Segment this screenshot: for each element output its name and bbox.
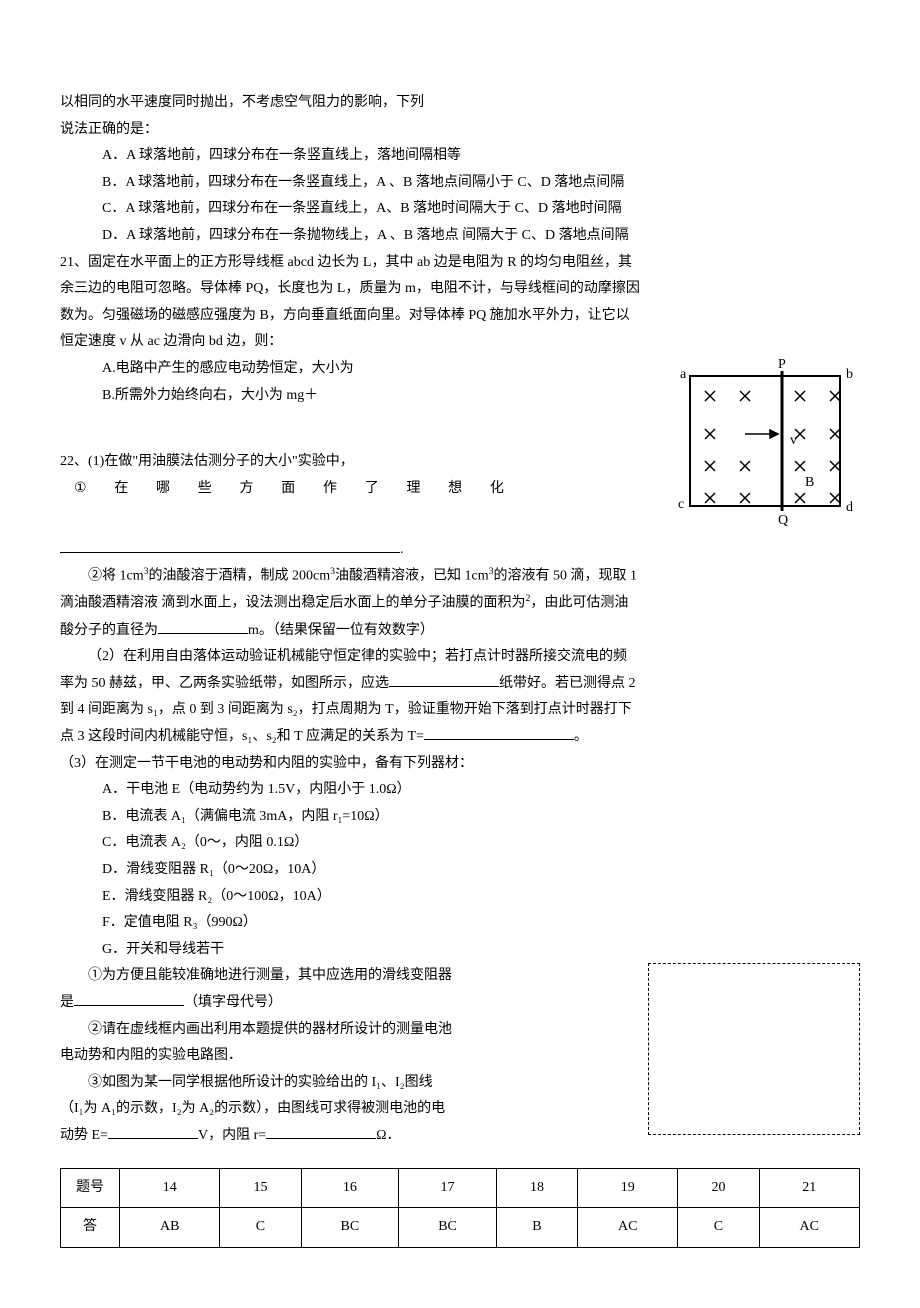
table-row: 答 AB C BC BC B AC C AC — [61, 1208, 860, 1248]
th-col: 21 — [759, 1168, 859, 1208]
blank-field[interactable] — [424, 725, 574, 740]
td-ans: AC — [578, 1208, 678, 1248]
fig-label-v: v — [790, 433, 797, 448]
fig-label-c: c — [678, 497, 684, 512]
fig-label-bfield: B — [805, 475, 814, 490]
q22-p1-2: ②将 1cm3的油酸溶于酒精，制成 200cm3油酸酒精溶液，已知 1cm3的溶… — [60, 563, 860, 590]
th-col: 16 — [301, 1168, 399, 1208]
option-a: A．A 球落地前，四球分布在一条竖直线上，落地间隔相等 — [60, 143, 860, 170]
th-col: 15 — [220, 1168, 301, 1208]
q22-p2-3: 到 4 间距离为 s₁，点 0 到 3 间距离为 s₂，打点周期为 T，验证重物… — [60, 697, 860, 724]
q22-p1-3: 滴油酸酒精溶液 滴到水面上，设法测出稳定后水面上的单分子油膜的面积为2，由此可估… — [60, 590, 860, 617]
table-row: 题号 14 15 16 17 18 19 20 21 — [61, 1168, 860, 1208]
th-col: 14 — [120, 1168, 220, 1208]
blank-field[interactable] — [266, 1124, 376, 1139]
answer-table: 题号 14 15 16 17 18 19 20 21 答 AB C BC BC … — [60, 1168, 860, 1248]
td-ans: B — [496, 1208, 577, 1248]
q21-stem-4: 恒定速度 v 从 ac 边滑向 bd 边，则： — [60, 329, 860, 356]
fig-label-q: Q — [778, 513, 788, 526]
blank-field[interactable] — [389, 672, 499, 687]
q22-item-b: B．电流表 A₁（满偏电流 3mA，内阻 r₁=10Ω） — [60, 804, 860, 831]
th-col: 18 — [496, 1168, 577, 1208]
q22-p2-2: 率为 50 赫兹，甲、乙两条实验纸带，如图所示，应选纸带好。若已测得点 2 — [60, 671, 860, 698]
q22-item-a: A．干电池 E（电动势约为 1.5V，内阻小于 1.0Ω） — [60, 777, 860, 804]
q21-stem-2: 余三边的电阻可忽略。导体棒 PQ，长度也为 L，质量为 m，电阻不计，与导线框间… — [60, 276, 860, 303]
circuit-draw-box[interactable] — [648, 963, 860, 1135]
option-b: B．A 球落地前，四球分布在一条竖直线上，A 、B 落地点间隔小于 C、D 落地… — [60, 170, 860, 197]
blank-field[interactable] — [74, 991, 184, 1006]
q22-p2-4: 点 3 这段时间内机械能守恒，s₁、s₂和 T 应满足的关系为 T=。 — [60, 724, 860, 751]
q22-p2-1: （2）在利用自由落体运动验证机械能守恒定律的实验中；若打点计时器所接交流电的频 — [60, 644, 860, 671]
td-ans: BC — [301, 1208, 399, 1248]
fig-label-d: d — [846, 500, 853, 515]
q22-p1-4: 酸分子的直径为m。（结果保留一位有效数字） — [60, 618, 860, 645]
q22-p1-blank-line: . — [60, 537, 860, 564]
th-col: 20 — [678, 1168, 759, 1208]
intro-line-1: 以相同的水平速度同时抛出，不考虑空气阻力的影响，下列 — [60, 90, 860, 117]
th-col: 17 — [399, 1168, 497, 1208]
th-col: 19 — [578, 1168, 678, 1208]
td-ans: C — [220, 1208, 301, 1248]
fig-label-b: b — [846, 367, 853, 382]
q21-stem-1: 21、固定在水平面上的正方形导线框 abcd 边长为 L，其中 ab 边是电阻为… — [60, 250, 860, 277]
q22-p3-1: （3）在测定一节干电池的电动势和内阻的实验中，备有下列器材： — [60, 751, 860, 778]
q22-item-e: E．滑线变阻器 R₂（0～100Ω，10A） — [60, 884, 860, 911]
option-d: D．A 球落地前，四球分布在一条抛物线上，A 、B 落地点 间隔大于 C、D 落… — [60, 223, 860, 250]
th-answer: 答 — [61, 1208, 120, 1248]
q22-item-c: C．电流表 A₂（0～，内阻 0.1Ω） — [60, 830, 860, 857]
blank-field[interactable] — [158, 619, 248, 634]
q22-p1-spread: ① 在 哪 些 方 面 作 了 理 想 化 — [74, 476, 504, 503]
td-ans: AB — [120, 1208, 220, 1248]
blank-field[interactable] — [60, 538, 400, 553]
q21-figure: a b c d P Q v B — [670, 356, 860, 537]
fig-label-a: a — [680, 367, 687, 382]
q22-item-d: D．滑线变阻器 R₁（0～20Ω，10A） — [60, 857, 860, 884]
blank-field[interactable] — [108, 1124, 198, 1139]
td-ans: BC — [399, 1208, 497, 1248]
q21-stem-3: 数为。匀强磁场的磁感应强度为 B，方向垂直纸面向里。对导体棒 PQ 施加水平外力… — [60, 303, 860, 330]
td-ans: C — [678, 1208, 759, 1248]
fig-label-p: P — [778, 357, 786, 372]
q22-item-f: F．定值电阻 R₃（990Ω） — [60, 910, 860, 937]
option-c: C．A 球落地前，四球分布在一条竖直线上，A、B 落地时间隔大于 C、D 落地时… — [60, 196, 860, 223]
td-ans: AC — [759, 1208, 859, 1248]
intro-line-2: 说法正确的是： — [60, 117, 860, 144]
th-header: 题号 — [61, 1168, 120, 1208]
q22-item-g: G．开关和导线若干 — [60, 937, 860, 964]
